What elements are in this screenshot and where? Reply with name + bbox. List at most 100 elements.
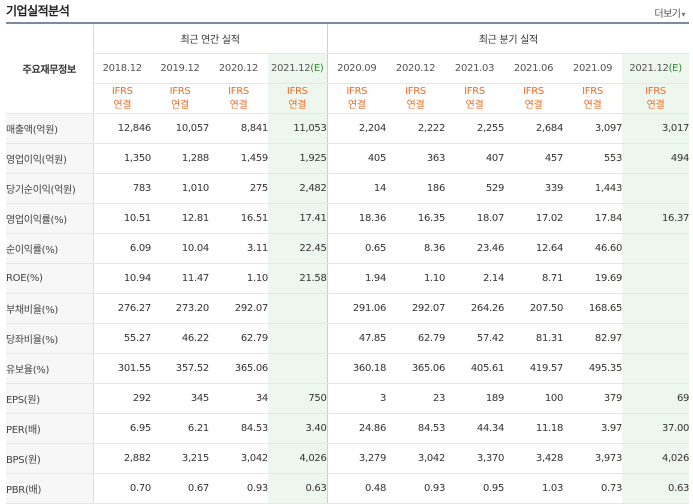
table-cell: 276.27	[93, 293, 151, 324]
table-cell: 3	[326, 383, 386, 414]
table-cell: 23.46	[445, 233, 504, 264]
period-label: 2020.09	[337, 63, 377, 74]
table-cell: 81.31	[504, 323, 563, 354]
table-cell	[622, 173, 690, 204]
table-cell: 1.10	[386, 263, 445, 294]
basis-standard: IFRS	[523, 85, 544, 97]
table-cell: 24.86	[326, 413, 386, 444]
table-cell: 2,482	[268, 173, 328, 204]
basis-standard: IFRS	[286, 85, 308, 97]
table-cell: 2,204	[326, 113, 386, 144]
table-cell	[622, 263, 690, 294]
table-cell: 3.11	[209, 233, 268, 264]
table-cell: 3,973	[563, 443, 622, 474]
period-header: 2020.12	[386, 53, 446, 84]
estimate-mark: (E)	[310, 63, 324, 74]
period-header: 2021.12(E)	[268, 53, 328, 84]
table-row: 당좌비율(%) 55.27 46.22 62.79 47.85 62.79 57.42 81.…	[6, 323, 690, 354]
table-cell: 0.67	[151, 473, 209, 504]
financial-table: 주요재무정보 최근 연간 실적 최근 분기 실적 2018.12 2019.12 2…	[6, 22, 689, 504]
annual-group-header: 최근 연간 실적	[93, 22, 328, 54]
table-cell	[622, 353, 690, 384]
basis-scope: 연결	[465, 99, 484, 111]
table-row: ROE(%) 10.94 11.47 1.10 21.58 1.94 1.10 2.14 8.7…	[6, 263, 690, 294]
more-link[interactable]: 더보기▾	[654, 5, 685, 20]
table-cell: 19.69	[563, 263, 622, 294]
period-label: 2021.12	[271, 63, 311, 74]
table-cell: 3,370	[445, 443, 504, 474]
table-cell: 0.95	[445, 473, 504, 504]
row-label: 순이익률(%)	[6, 233, 94, 264]
basis-standard: IFRS	[169, 85, 191, 97]
table-cell: 47.85	[326, 323, 386, 354]
basis-header: IFRS 연결	[151, 83, 209, 114]
table-row: 영업이익(억원) 1,350 1,288 1,459 1,925 405 363 407 457…	[6, 143, 689, 174]
table-cell: 360.18	[326, 353, 386, 384]
basis-scope: 연결	[229, 99, 248, 111]
table-cell: 189	[445, 383, 504, 414]
basis-scope: 연결	[524, 99, 543, 111]
period-header: 2019.12	[151, 53, 209, 84]
table-cell: 3,042	[209, 443, 268, 474]
basis-header: IFRS 연결	[209, 83, 268, 114]
period-header: 2020.12	[209, 53, 268, 84]
table-cell: 6.95	[93, 413, 151, 444]
table-cell: 365.06	[209, 353, 268, 384]
basis-header: IFRS 연결	[445, 83, 505, 114]
table-cell	[622, 233, 690, 264]
basis-header: IFRS 연결	[386, 83, 446, 114]
table-row: 매출액(억원) 12,846 10,057 8,841 11,053 2,204 2,222…	[6, 113, 689, 144]
table-cell: 12.81	[151, 203, 209, 234]
basis-scope: 연결	[583, 99, 602, 111]
table-cell	[622, 293, 690, 324]
basis-standard: IFRS	[464, 85, 485, 97]
more-label[interactable]: 더보기	[654, 9, 681, 20]
chevron-down-icon[interactable]: ▾	[681, 10, 685, 19]
table-cell: 419.57	[504, 353, 563, 384]
basis-scope: 연결	[347, 99, 366, 111]
row-label: 부채비율(%)	[6, 293, 94, 324]
table-cell: 84.53	[209, 413, 268, 444]
table-row: EPS(원) 292 345 34 750 3 23 189 100 379 69	[6, 383, 689, 414]
table-cell: 100	[504, 383, 563, 414]
period-label: 2021.06	[513, 63, 554, 74]
table-cell: 553	[563, 143, 622, 174]
table-cell: 0.70	[93, 473, 151, 504]
table-cell: 10,057	[151, 113, 209, 144]
table-cell: 12.64	[504, 233, 563, 264]
table-cell: 8.36	[386, 233, 445, 264]
table-cell: 301.55	[93, 353, 151, 384]
table-cell: 4,026	[622, 443, 689, 474]
basis-scope: 연결	[288, 99, 307, 111]
row-label: ROE(%)	[6, 263, 94, 294]
table-cell: 3,017	[622, 113, 689, 144]
table-cell: 1,350	[93, 143, 151, 174]
table-cell: 0.73	[563, 473, 622, 504]
table-cell: 22.45	[268, 233, 328, 264]
table-cell: 3,428	[504, 443, 563, 474]
table-cell: 21.58	[268, 263, 328, 294]
table-cell: 6.21	[151, 413, 209, 444]
row-label: 당기순이익(억원)	[6, 173, 94, 204]
table-cell: 1,010	[151, 173, 209, 204]
period-header: 2021.09	[563, 53, 623, 84]
table-cell: 11.18	[504, 413, 563, 444]
table-cell: 0.63	[268, 473, 328, 504]
table-cell: 57.42	[445, 323, 504, 354]
row-label: BPS(원)	[6, 443, 94, 474]
estimate-mark: (E)	[668, 63, 683, 74]
table-cell: 10.94	[93, 263, 151, 294]
table-cell: 3,097	[563, 113, 622, 144]
table-cell: 264.26	[445, 293, 504, 324]
table-cell: 292	[93, 383, 151, 414]
table-cell: 291.06	[326, 293, 386, 324]
table-cell: 11,053	[268, 113, 328, 144]
table-cell: 18.36	[326, 203, 386, 234]
basis-header: IFRS 연결	[504, 83, 564, 114]
table-cell: 3.97	[563, 413, 622, 444]
table-cell: 379	[563, 383, 622, 414]
table-cell: 10.51	[93, 203, 151, 234]
table-cell: 405	[326, 143, 386, 174]
table-cell: 16.35	[386, 203, 445, 234]
table-row: BPS(원) 2,882 3,215 3,042 4,026 3,279 3,042 3,37…	[6, 443, 689, 474]
